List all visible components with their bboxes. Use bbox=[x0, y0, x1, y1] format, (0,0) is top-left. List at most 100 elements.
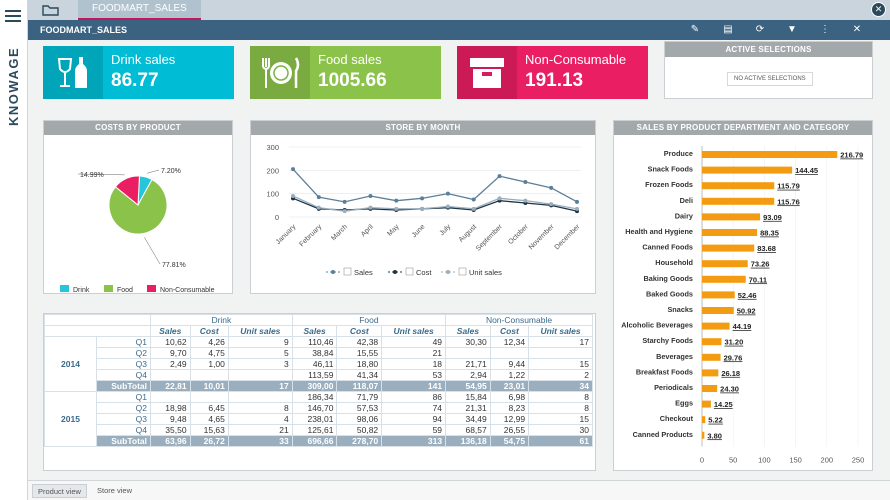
table-cell: 141 bbox=[381, 380, 447, 392]
y-tick-label: Checkout bbox=[660, 414, 694, 423]
table-cell: 17 bbox=[528, 336, 593, 348]
table-header bbox=[44, 325, 151, 337]
bar bbox=[702, 197, 775, 205]
bar-chart: 0 50 100 150 200 250 Produce 216.79 Snack Foods 1… bbox=[621, 146, 864, 464]
table-header: Sales bbox=[150, 325, 191, 337]
data-point bbox=[420, 196, 425, 201]
x-tick-label: October bbox=[507, 223, 530, 246]
close-document-icon[interactable]: ✕ bbox=[871, 2, 886, 17]
tab-product-view[interactable]: Product view bbox=[32, 484, 87, 498]
bar-data-label: 83.68 bbox=[757, 244, 776, 253]
y-tick-label: Baked Goods bbox=[646, 289, 693, 298]
y-tick-label: Frozen Foods bbox=[645, 180, 693, 189]
tab-store-view[interactable]: Store view bbox=[97, 486, 133, 495]
hamburger-menu-icon[interactable] bbox=[5, 10, 21, 22]
table-cell: 10,01 bbox=[189, 380, 229, 392]
table-cell: 15,55 bbox=[336, 347, 383, 359]
data-point bbox=[549, 185, 554, 190]
bar bbox=[702, 353, 721, 361]
bar bbox=[702, 400, 711, 408]
table-row: Q4 35,50 15,63 21 125,61 50,82 59 68,57 26,55 30 bbox=[45, 424, 593, 436]
data-point bbox=[420, 206, 425, 211]
y-tick-label: Periodicals bbox=[654, 383, 693, 392]
data-point bbox=[368, 205, 373, 210]
table-cell: 8 bbox=[528, 391, 593, 403]
table-cell: 46,11 bbox=[291, 358, 338, 370]
table-cell: 33 bbox=[227, 435, 293, 447]
data-point bbox=[575, 199, 579, 204]
y-tick-label: 200 bbox=[266, 166, 279, 175]
x-tick-label: November bbox=[528, 223, 556, 251]
table-header: Cost bbox=[336, 325, 383, 337]
table-cell: 21 bbox=[381, 347, 447, 359]
close-icon[interactable]: ✕ bbox=[852, 24, 862, 35]
y-tick-label: 0 bbox=[275, 213, 279, 222]
costs-by-product-panel: COSTS BY PRODUCT 7.20% 77.81% 14.99% Drink F… bbox=[43, 120, 233, 294]
kpi-label: Food sales bbox=[318, 52, 382, 67]
table-cell bbox=[489, 347, 530, 359]
table-cell: 54,95 bbox=[445, 380, 491, 392]
table-header: Drink bbox=[150, 314, 293, 326]
folder-icon[interactable] bbox=[42, 3, 60, 17]
table-cell: 23,01 bbox=[489, 380, 530, 392]
bar bbox=[702, 244, 755, 252]
table-cell: 42,38 bbox=[336, 336, 383, 348]
y-tick-label: 100 bbox=[266, 190, 279, 199]
table-cell: 9,70 bbox=[150, 347, 191, 359]
brand-text: KNOWAGE bbox=[6, 47, 21, 126]
document-titlebar: FOODMART_SALES ✎ ▤ ⟳ ▼ ⋮ ✕ bbox=[28, 20, 890, 40]
data-point bbox=[445, 204, 450, 209]
bar-data-label: 93.09 bbox=[763, 213, 782, 222]
legend-checkbox bbox=[343, 267, 352, 276]
table-cell: 6,98 bbox=[489, 391, 530, 403]
more-options-icon[interactable]: ⋮ bbox=[820, 24, 830, 35]
table-cell: 68,57 bbox=[445, 424, 491, 436]
bar-data-label: 144.45 bbox=[795, 166, 818, 175]
edit-icon[interactable]: ✎ bbox=[690, 24, 700, 35]
table-cell: SubTotal bbox=[96, 380, 151, 392]
table-cell: Q4 bbox=[96, 424, 151, 436]
pie-chart: 7.20% 77.81% 14.99% Drink Food Non-Consumable bbox=[60, 168, 215, 294]
bar-data-label: 26.18 bbox=[721, 369, 740, 378]
bar bbox=[702, 275, 746, 283]
data-point bbox=[368, 194, 373, 198]
no-selections-message: NO ACTIVE SELECTIONS bbox=[727, 72, 813, 86]
legend-marker bbox=[446, 270, 450, 274]
filter-icon[interactable]: ▼ bbox=[787, 24, 797, 35]
x-tick-label: June bbox=[411, 223, 427, 239]
table-cell: Q1 bbox=[96, 336, 151, 348]
panel-title: ACTIVE SELECTIONS bbox=[665, 42, 872, 57]
table-cell: Q3 bbox=[96, 413, 151, 425]
bar-data-label: 216.79 bbox=[840, 151, 863, 160]
table-cell: 186,34 bbox=[291, 391, 338, 403]
table-cell: Q4 bbox=[96, 369, 151, 381]
y-tick-label: Snacks bbox=[667, 305, 693, 314]
refresh-icon[interactable]: ⟳ bbox=[755, 24, 765, 35]
table-cell: 50,82 bbox=[336, 424, 383, 436]
document-tab[interactable]: FOODMART_SALES bbox=[78, 0, 201, 20]
table-cell bbox=[189, 369, 229, 381]
pie-label-leader bbox=[77, 173, 125, 176]
table-cell: 61 bbox=[528, 435, 593, 447]
table-cell: 4 bbox=[227, 413, 293, 425]
bar-data-label: 115.76 bbox=[777, 197, 800, 206]
kpi-value: 1005.66 bbox=[318, 70, 387, 91]
table-cell: 113,59 bbox=[291, 369, 338, 381]
table-cell: 10,62 bbox=[150, 336, 191, 348]
table-cell: 34 bbox=[528, 380, 593, 392]
table-header: Unit sales bbox=[381, 325, 447, 337]
x-tick-label: 50 bbox=[729, 455, 737, 464]
kpi-food-sales: Food sales 1005.66 bbox=[250, 46, 441, 99]
table-cell: Q1 bbox=[96, 391, 151, 403]
table-cell bbox=[150, 369, 191, 381]
table-row: Drink Food Non-Consumable bbox=[44, 314, 593, 326]
x-tick-label: September bbox=[475, 223, 505, 253]
table-cell: 26,72 bbox=[189, 435, 229, 447]
bar-data-label: 5.22 bbox=[708, 416, 723, 425]
bar bbox=[702, 182, 775, 190]
table-cell: 18,98 bbox=[150, 402, 191, 414]
table-cell: 9,48 bbox=[150, 413, 191, 425]
save-icon[interactable]: ▤ bbox=[723, 24, 733, 35]
pie-label-leader bbox=[144, 237, 161, 265]
bar bbox=[702, 369, 719, 377]
